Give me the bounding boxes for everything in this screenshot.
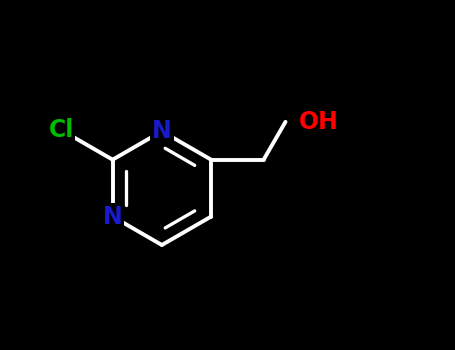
Text: Cl: Cl	[49, 118, 74, 142]
Text: OH: OH	[298, 110, 339, 134]
Text: N: N	[152, 119, 172, 143]
Text: N: N	[103, 204, 122, 229]
